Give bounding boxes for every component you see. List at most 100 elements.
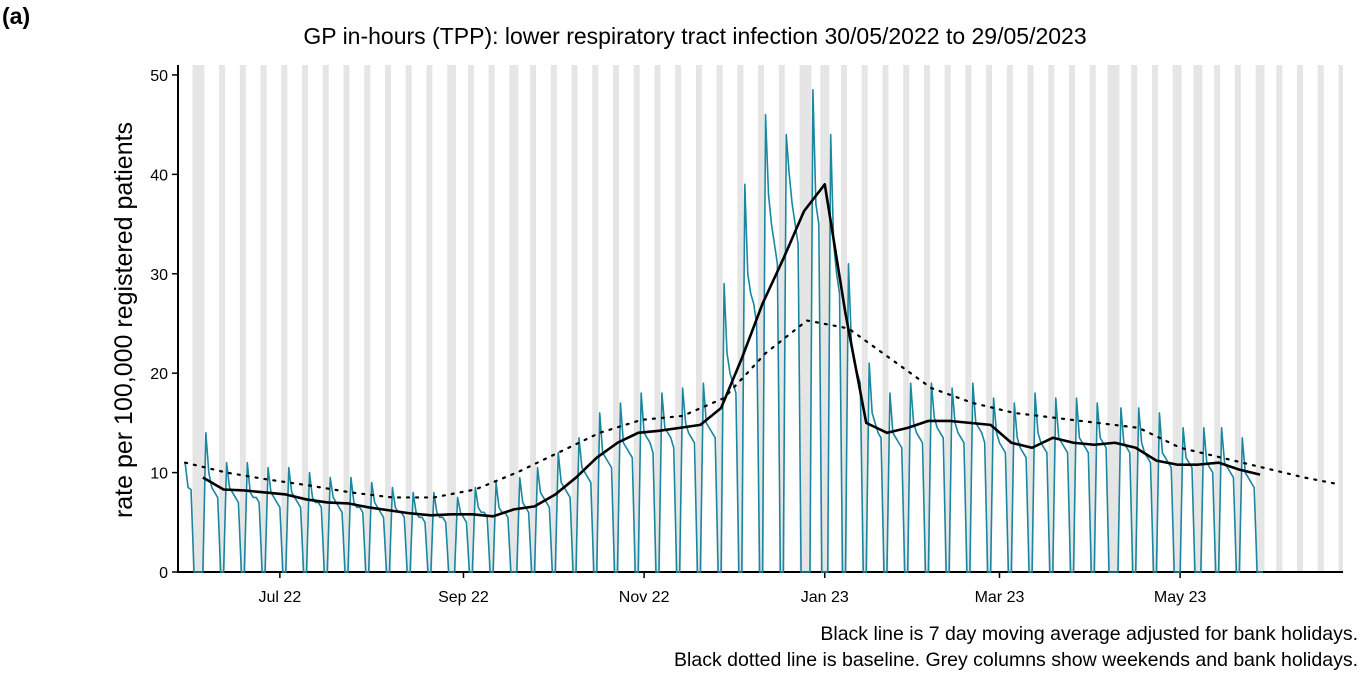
shaded-column	[808, 65, 812, 572]
shaded-column	[1113, 65, 1117, 572]
shaded-column	[613, 65, 616, 572]
shaded-column	[820, 65, 824, 572]
shaded-column	[758, 65, 762, 572]
shaded-column	[305, 65, 309, 572]
shaded-column	[1234, 65, 1238, 572]
shaded-column	[260, 65, 264, 572]
shaded-column	[861, 65, 865, 572]
shaded-column	[405, 65, 409, 572]
y-tick-label: 30	[150, 267, 168, 284]
shaded-column	[1178, 65, 1182, 572]
shaded-column	[509, 65, 513, 572]
shaded-column	[799, 65, 803, 572]
x-tick-label: Mar 23	[975, 589, 1025, 606]
panel-label: (a)	[2, 3, 30, 29]
shaded-column	[805, 65, 809, 572]
shaded-column	[195, 65, 199, 572]
shaded-column	[1134, 65, 1138, 572]
shaded-column	[636, 65, 640, 572]
shaded-column	[533, 65, 537, 572]
shaded-column	[491, 65, 495, 572]
shaded-column	[968, 65, 972, 572]
x-tick-label: Nov 22	[619, 589, 670, 606]
shaded-column	[1217, 65, 1221, 572]
shaded-column	[1154, 65, 1158, 572]
shaded-column	[965, 65, 969, 572]
shaded-column	[781, 65, 785, 572]
shaded-column	[429, 65, 433, 572]
shaded-column	[553, 65, 557, 572]
shaded-column	[737, 65, 741, 572]
shaded-column	[1110, 65, 1114, 572]
shaded-column	[1131, 65, 1135, 572]
shaded-column	[367, 65, 371, 572]
shaded-column	[1341, 65, 1343, 572]
note: Black line is 7 day moving average adjus…	[820, 623, 1358, 645]
shaded-column	[426, 65, 430, 572]
shaded-column	[1258, 65, 1262, 572]
shaded-column	[201, 65, 205, 572]
shaded-column	[986, 65, 990, 572]
y-tick-label: 40	[150, 167, 168, 184]
shaded-column	[470, 65, 474, 572]
shaded-column	[1107, 65, 1111, 572]
shaded-column	[408, 65, 412, 572]
shaded-column	[1317, 65, 1321, 572]
shaded-column	[198, 65, 202, 572]
shaded-column	[1237, 65, 1241, 572]
shaded-column	[740, 65, 744, 572]
shaded-column	[242, 65, 246, 572]
shaded-column	[885, 65, 889, 572]
shaded-column	[515, 65, 519, 572]
shaded-column	[989, 65, 993, 572]
shaded-column	[695, 65, 699, 572]
shaded-column	[239, 65, 243, 572]
shaded-column	[284, 65, 288, 572]
y-axis-title: rate per 100,000 registered patients	[110, 122, 138, 518]
y-tick-label: 50	[150, 68, 168, 85]
shaded-column	[802, 65, 806, 572]
series-line	[202, 182, 1261, 518]
shaded-column	[1116, 65, 1120, 572]
shaded-column	[903, 65, 907, 572]
shaded-column	[1320, 65, 1324, 572]
shaded-column	[550, 65, 554, 572]
shaded-column	[864, 65, 868, 572]
shaded-column	[1009, 65, 1013, 572]
line-layer	[184, 89, 1342, 573]
shaded-column	[657, 65, 661, 572]
shaded-column	[1092, 65, 1096, 572]
shaded-column	[1027, 65, 1031, 572]
chart-title: GP in-hours (TPP): lower respiratory tra…	[303, 23, 1086, 49]
y-tick-label: 20	[150, 366, 168, 383]
shaded-column	[1048, 65, 1052, 572]
shaded-column	[923, 65, 927, 572]
shaded-column	[571, 65, 575, 572]
shaded-column	[453, 65, 457, 572]
shaded-column	[944, 65, 948, 572]
x-tick-label: Jan 23	[801, 589, 849, 606]
shaded-column	[595, 65, 599, 572]
shaded-column	[1069, 65, 1073, 572]
shaded-column	[1300, 65, 1304, 572]
shaded-column	[906, 65, 910, 572]
shaded-column	[346, 65, 350, 572]
note: Black dotted line is baseline. Grey colu…	[674, 649, 1358, 671]
shaded-column	[778, 65, 782, 572]
shaded-column	[488, 65, 492, 572]
shaded-column	[1006, 65, 1010, 572]
shaded-column	[1151, 65, 1155, 572]
y-tick-label: 10	[150, 466, 168, 483]
shaded-column	[675, 65, 679, 572]
shaded-column	[302, 65, 306, 572]
shaded-column	[1214, 65, 1218, 572]
shaded-column	[322, 65, 326, 572]
axis-layer: 0 10 20 30 40 50 Jul 22 Sep 22 Nov 22 Jan 23 Mar 2…	[150, 65, 1343, 606]
shaded-column	[633, 65, 637, 572]
shaded-column	[826, 65, 830, 572]
shade-layer	[192, 65, 1343, 572]
shaded-column	[192, 65, 196, 572]
shaded-column	[1255, 65, 1259, 572]
shaded-column	[719, 65, 723, 572]
